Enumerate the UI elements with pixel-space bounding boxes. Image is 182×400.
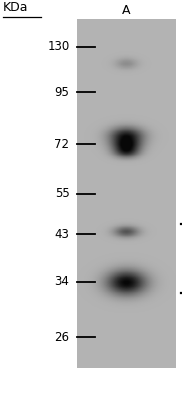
Text: 130: 130 [47, 40, 70, 53]
Text: 43: 43 [55, 228, 70, 240]
Text: A: A [122, 4, 130, 17]
Text: 55: 55 [55, 187, 70, 200]
Text: KDa: KDa [3, 1, 29, 14]
Text: 72: 72 [54, 138, 70, 151]
Text: 34: 34 [55, 275, 70, 288]
Text: 95: 95 [55, 86, 70, 99]
Text: 26: 26 [54, 331, 70, 344]
